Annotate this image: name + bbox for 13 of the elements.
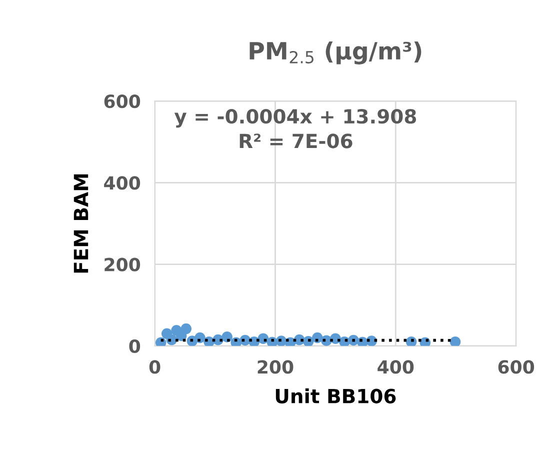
x-axis-title: Unit BB106: [276, 388, 396, 404]
annotation: R² = 7E-06: [240, 134, 352, 148]
x-tick-label: 200: [258, 360, 294, 374]
y-tick-label: 0: [129, 339, 140, 354]
y-tick-label: 200: [104, 258, 140, 272]
annotation: y = -0.0004x + 13.908: [174, 108, 416, 128]
y-tick-label: 400: [104, 176, 140, 190]
x-tick-label: 0: [149, 360, 160, 374]
chart-title: PM$_{2.5}$ (µg/m³): [250, 41, 422, 64]
x-tick-label: 400: [378, 360, 414, 374]
y-tick-label: 600: [104, 94, 140, 108]
y-axis-title: FEM BAM: [74, 174, 88, 273]
x-tick-label: 600: [498, 360, 534, 374]
